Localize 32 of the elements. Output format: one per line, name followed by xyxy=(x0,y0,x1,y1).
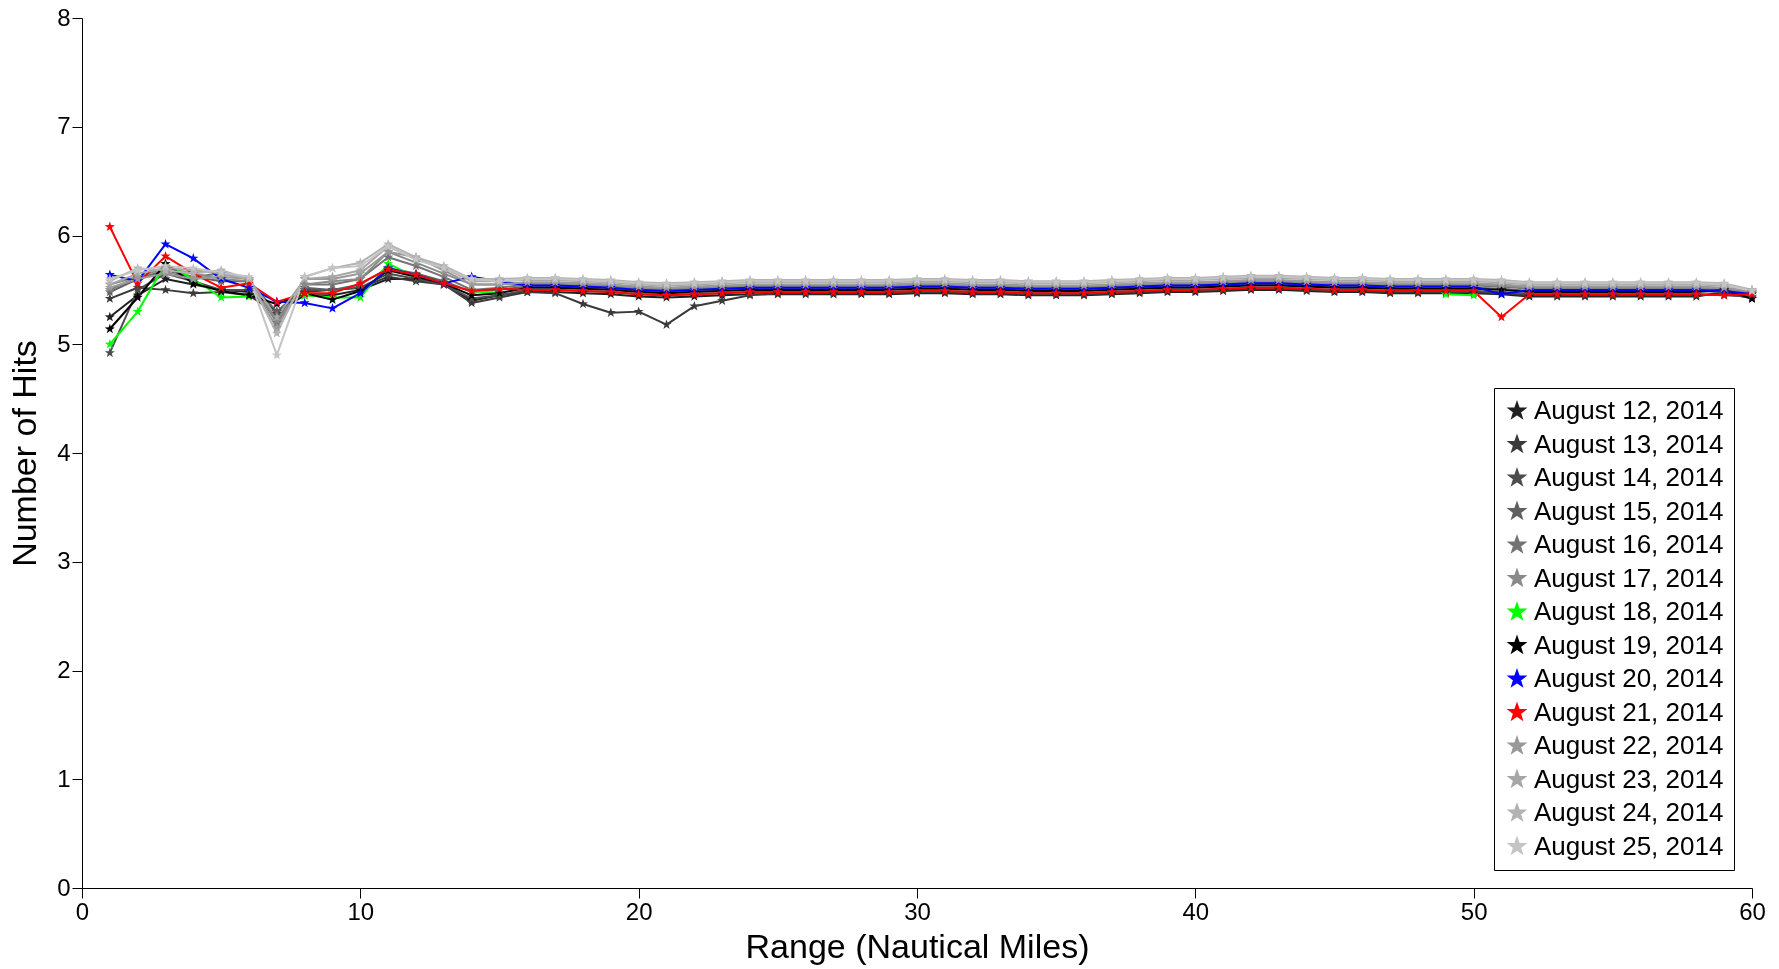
legend-label: August 22, 2014 xyxy=(1534,730,1724,760)
y-tick-label: 7 xyxy=(57,112,71,140)
x-tick-label: 40 xyxy=(1182,897,1210,925)
x-tick-label: 60 xyxy=(1739,897,1766,925)
x-tick-label: 20 xyxy=(625,897,653,925)
x-tick-label: 50 xyxy=(1460,897,1488,925)
y-tick-label: 8 xyxy=(57,3,71,31)
y-tick-label: 0 xyxy=(57,873,71,901)
legend-label: August 19, 2014 xyxy=(1534,629,1724,660)
y-tick-label: 4 xyxy=(57,438,71,466)
legend-label: August 21, 2014 xyxy=(1534,696,1724,727)
x-tick-label: 0 xyxy=(75,897,90,925)
y-tick-label: 3 xyxy=(57,547,71,575)
legend-label: August 18, 2014 xyxy=(1534,596,1724,626)
legend-label: August 17, 2014 xyxy=(1534,562,1724,593)
y-tick-label: 2 xyxy=(57,656,71,683)
legend-label: August 15, 2014 xyxy=(1534,495,1724,526)
legend-label: August 23, 2014 xyxy=(1534,763,1724,794)
y-axis-title: Number of Hits xyxy=(5,340,44,567)
x-tick-label: 30 xyxy=(904,897,931,925)
x-axis-title: Range (Nautical Miles) xyxy=(745,926,1090,965)
y-tick-label: 6 xyxy=(57,221,71,248)
legend-label: August 16, 2014 xyxy=(1534,529,1724,559)
legend-label: August 24, 2014 xyxy=(1534,797,1724,827)
legend-label: August 25, 2014 xyxy=(1534,830,1724,861)
y-tick-label: 5 xyxy=(57,329,71,357)
y-tick-label: 1 xyxy=(57,764,71,792)
legend-label: August 20, 2014 xyxy=(1534,663,1724,693)
legend-label: August 12, 2014 xyxy=(1534,395,1724,425)
x-tick-label: 10 xyxy=(347,897,375,925)
legend-label: August 14, 2014 xyxy=(1534,462,1724,492)
legend-label: August 13, 2014 xyxy=(1534,428,1724,459)
